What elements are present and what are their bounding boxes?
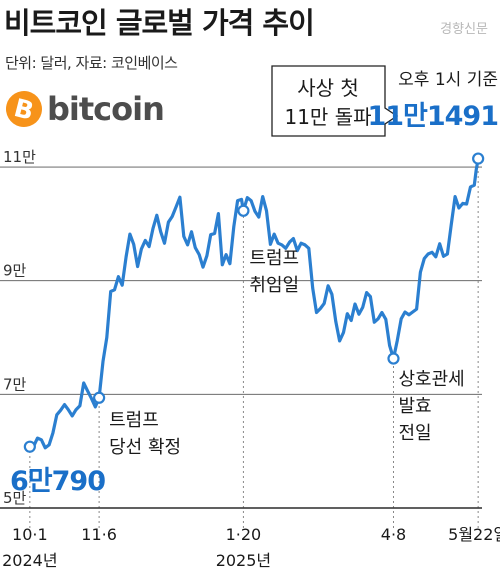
page-title: 비트코인 글로벌 가격 추이 [4,6,315,40]
annotation-text: 취임일 [249,275,299,296]
x-tick-label: 1·20 [226,525,262,544]
price-line [28,157,480,450]
y-tick-label: 9만 [3,262,27,280]
x-tick-label: 11·6 [81,525,117,544]
start-value-label: 6만790 [10,466,105,497]
annotation-text: 트럼프 [109,410,159,431]
x-tick-label: 10·1 [12,525,48,544]
highlight-point [93,391,106,404]
highlight-point [472,152,485,165]
highlight-point [387,352,400,365]
unit-source-note: 단위: 달러, 자료: 코인베이스 [5,54,178,72]
highlight-markers [23,152,485,453]
y-tick-label: 5만 [3,489,27,507]
callout-line-1: 사상 첫 [297,76,359,100]
bitcoin-wordmark: bitcoin [47,90,165,128]
latest-time-label: 오후 1시 기준 [398,70,498,90]
bitcoin-logo: B bitcoin [2,87,165,131]
highlight-point [23,440,36,453]
event-guide-lines [29,158,479,528]
x-tick-year-label: 2025년 [216,551,271,570]
callout-box [271,65,399,137]
annotation-text: 상호관세 [398,369,464,390]
y-axis-ticks: 5만 7만 9만 11만 [3,148,36,507]
annotation-text: 발효 [398,396,431,417]
annotation-text: 전일 [398,423,431,444]
y-tick-label: 11만 [3,148,36,166]
record-callout: 사상 첫 11만 돌파 [271,65,399,137]
annotation-text: 당선 확정 [109,437,181,458]
gridlines [0,166,482,509]
x-tick-year-label: 2024년 [2,551,57,570]
x-axis-ticks: 10·1 2024년 11·6 1·20 2025년 4·8 5월22일 [2,525,500,570]
x-tick-label: 4·8 [381,525,406,544]
annotation-text: 트럼프 [249,248,299,269]
x-tick-label: 5월22일 [448,525,500,544]
y-tick-label: 7만 [3,375,27,393]
highlight-point [237,204,250,217]
callout-line-2: 11만 돌파 [284,105,371,129]
latest-value-label: 11만1491 [367,101,498,132]
source-watermark: 경향신문 [440,22,488,37]
